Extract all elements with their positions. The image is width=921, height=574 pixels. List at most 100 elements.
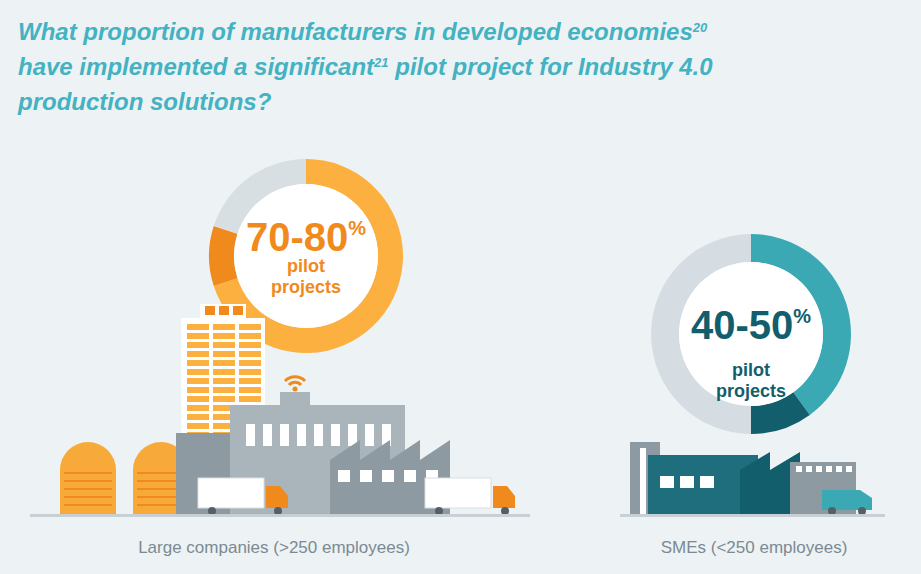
window — [239, 342, 261, 348]
window — [836, 466, 842, 472]
canvas: 70-80%pilotprojectsLarge companies (>250… — [0, 0, 921, 574]
wheel — [274, 507, 282, 515]
window — [239, 333, 261, 339]
window — [660, 476, 674, 488]
van — [822, 490, 872, 510]
title-text: What proportion of manufacturers in deve… — [18, 18, 693, 45]
tank-line — [64, 488, 112, 490]
window — [187, 369, 209, 375]
window — [331, 424, 340, 446]
window — [263, 424, 272, 446]
window — [846, 466, 852, 472]
window — [239, 378, 261, 384]
tank — [60, 442, 116, 515]
donut: 40-50%pilotprojects — [651, 234, 851, 434]
donut-segment — [209, 226, 238, 286]
window — [246, 424, 255, 446]
truck-cab — [493, 486, 515, 508]
ground — [30, 514, 530, 517]
wheel — [208, 507, 216, 515]
value-label: 40-50 — [691, 303, 793, 347]
tower-top — [200, 304, 246, 318]
window — [213, 378, 235, 384]
wifi — [289, 382, 301, 385]
window — [187, 414, 209, 420]
window — [816, 466, 822, 472]
category-label: SMEs (<250 employees) — [661, 538, 848, 557]
wheel — [435, 507, 443, 515]
center-subtitle: projects — [716, 381, 786, 401]
window — [239, 387, 261, 393]
value-label: 70-80 — [246, 215, 348, 259]
large-company-illustration — [30, 304, 530, 517]
title-line: have implemented a significant21 pilot p… — [18, 49, 713, 84]
unit: % — [793, 305, 811, 327]
tank-line — [64, 496, 112, 498]
window — [187, 387, 209, 393]
center-value: 70-80% — [246, 215, 366, 259]
window — [382, 470, 394, 482]
window — [239, 351, 261, 357]
window — [213, 369, 235, 375]
truck-body — [425, 478, 491, 508]
window — [806, 466, 812, 472]
title-text: production solutions? — [18, 88, 271, 115]
window — [796, 466, 802, 472]
donut-hole — [679, 262, 823, 406]
window — [187, 423, 209, 429]
pipe — [640, 448, 646, 515]
window — [205, 306, 215, 315]
truck-cab — [266, 486, 288, 508]
window — [187, 324, 209, 330]
window — [239, 324, 261, 330]
window — [187, 405, 209, 411]
window — [404, 470, 416, 482]
window — [187, 333, 209, 339]
window — [213, 396, 235, 402]
footnote-ref: 21 — [374, 55, 388, 70]
window — [213, 333, 235, 339]
title: What proportion of manufacturers in deve… — [18, 14, 713, 119]
wifi — [285, 377, 305, 381]
center-subtitle: pilot — [287, 256, 325, 276]
window — [239, 360, 261, 366]
truck-body — [198, 478, 264, 508]
title-text: have implemented a significant — [18, 53, 374, 80]
ground — [620, 514, 885, 517]
window — [680, 476, 694, 488]
window — [239, 396, 261, 402]
wifi — [293, 387, 298, 392]
footnote-ref: 20 — [693, 20, 707, 35]
window — [187, 378, 209, 384]
title-text: pilot project for Industry 4.0 — [389, 53, 713, 80]
window — [213, 387, 235, 393]
window — [700, 476, 714, 488]
window — [348, 424, 357, 446]
window — [219, 306, 229, 315]
window — [280, 424, 289, 446]
window — [233, 306, 243, 315]
unit: % — [348, 217, 366, 239]
wheel — [828, 507, 836, 515]
factory — [280, 392, 310, 406]
window — [187, 396, 209, 402]
wheel — [858, 507, 866, 515]
window — [187, 351, 209, 357]
window — [187, 360, 209, 366]
window — [297, 424, 306, 446]
window — [213, 324, 235, 330]
window — [213, 351, 235, 357]
center-value: 40-50% — [691, 303, 811, 347]
window — [213, 360, 235, 366]
window — [239, 369, 261, 375]
window — [826, 466, 832, 472]
title-line: production solutions? — [18, 84, 713, 119]
window — [187, 342, 209, 348]
window — [360, 470, 372, 482]
title-line: What proportion of manufacturers in deve… — [18, 14, 713, 49]
category-label: Large companies (>250 employees) — [138, 538, 410, 557]
donut-hole — [234, 184, 378, 328]
tank-line — [64, 480, 112, 482]
sme-illustration — [620, 442, 885, 517]
center-subtitle: projects — [271, 277, 341, 297]
